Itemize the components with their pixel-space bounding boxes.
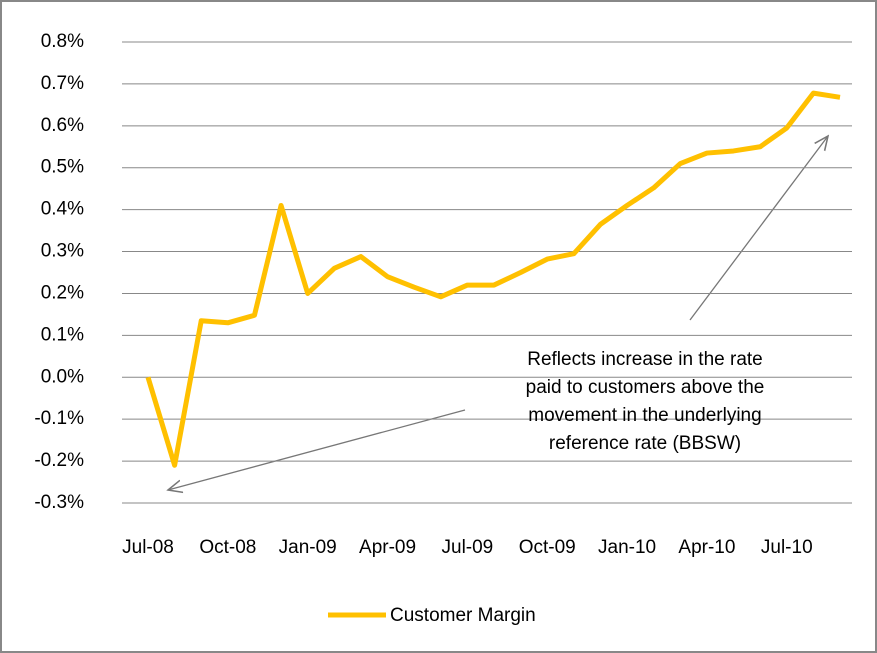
annotation-arrow (689, 136, 828, 321)
x-tick-label: Jan-10 (598, 537, 656, 558)
x-tick-label: Jul-08 (122, 537, 174, 558)
y-tick-label: 0.7% (41, 73, 84, 94)
x-tick-label: Oct-09 (519, 537, 576, 558)
x-tick-label: Jul-09 (442, 537, 494, 558)
legend-label: Customer Margin (390, 605, 536, 626)
y-tick-label: 0.6% (41, 115, 84, 136)
annotation-text: Reflects increase in the rate (527, 349, 763, 370)
y-tick-label: 0.8% (41, 31, 84, 52)
annotation-text: movement in the underlying (528, 405, 761, 426)
y-tick-label: 0.0% (41, 366, 84, 387)
y-tick-label: -0.2% (34, 450, 84, 471)
data-line (145, 90, 841, 468)
y-tick-label: 0.4% (41, 199, 84, 220)
annotation-arrow (168, 409, 466, 490)
x-tick-label: Apr-09 (359, 537, 416, 558)
y-tick-label: 0.2% (41, 282, 84, 303)
x-tick-label: Jan-09 (279, 537, 337, 558)
y-tick-label: -0.3% (34, 492, 84, 513)
x-tick-label: Jul-10 (761, 537, 813, 558)
y-tick-label: 0.1% (41, 324, 84, 345)
y-tick-label: -0.1% (34, 408, 84, 429)
x-tick-label: Oct-08 (199, 537, 256, 558)
annotation-text: paid to customers above the (526, 377, 765, 398)
annotation-text: reference rate (BBSW) (549, 433, 741, 454)
x-tick-label: Apr-10 (678, 537, 735, 558)
y-tick-label: 0.3% (41, 241, 84, 262)
y-tick-label: 0.5% (41, 157, 84, 178)
